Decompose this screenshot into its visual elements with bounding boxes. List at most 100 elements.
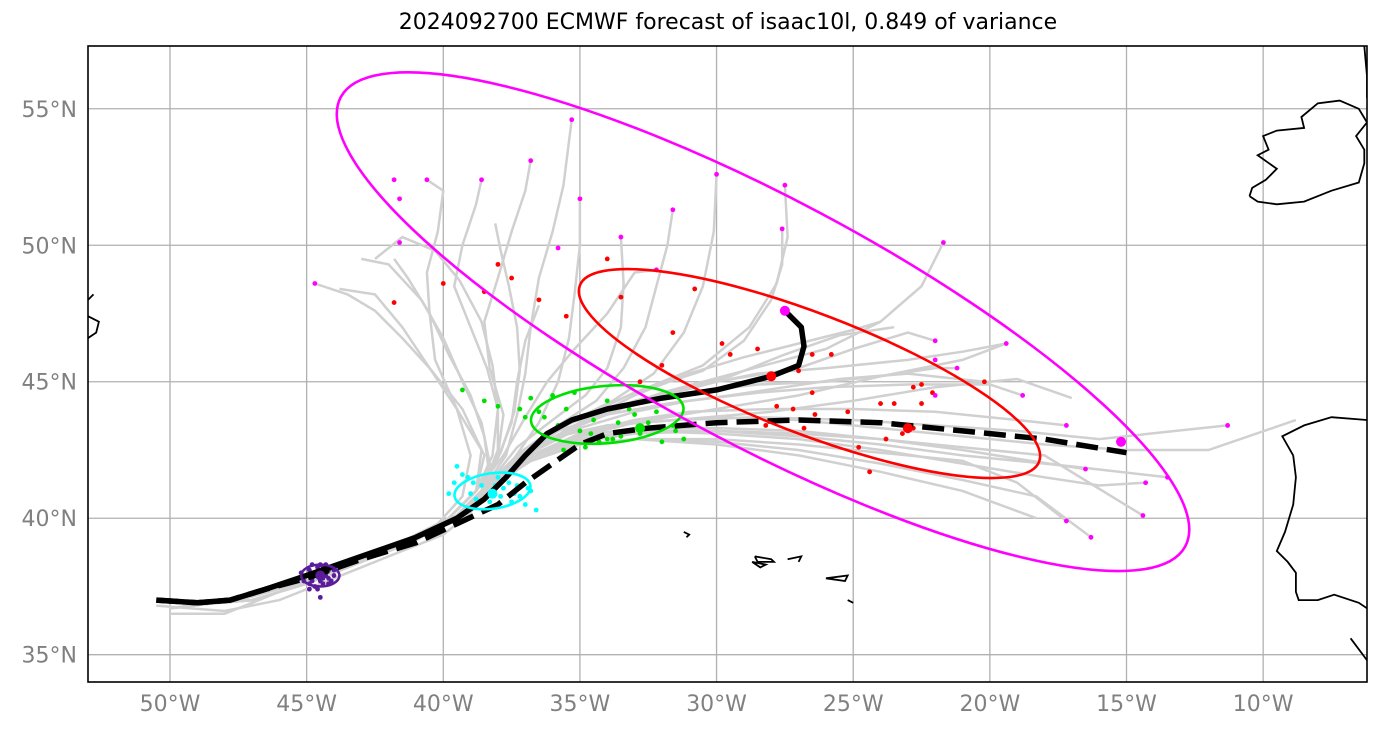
ensemble-track bbox=[169, 223, 522, 610]
island-outline bbox=[753, 555, 777, 563]
member-position-t4 bbox=[796, 368, 801, 374]
member-position-t3 bbox=[632, 412, 637, 417]
member-position-t3 bbox=[541, 414, 547, 420]
member-position-t4 bbox=[910, 384, 916, 390]
ensemble-track bbox=[169, 429, 1146, 610]
member-position-t4 bbox=[809, 352, 815, 357]
member-position-t5 bbox=[391, 177, 397, 183]
member-position-t5 bbox=[1140, 513, 1146, 518]
deterministic-tracks bbox=[156, 308, 1127, 606]
member-position-t4 bbox=[878, 401, 883, 406]
member-position-t3 bbox=[588, 431, 594, 437]
member-position-t4 bbox=[891, 401, 897, 406]
lon-tick-label: 15°W bbox=[1096, 692, 1157, 717]
member-position-t5 bbox=[618, 234, 624, 240]
member-position-t3 bbox=[615, 420, 621, 426]
lon-tick-label: 35°W bbox=[550, 692, 611, 717]
member-position-t4 bbox=[755, 346, 760, 352]
island-outline bbox=[683, 531, 691, 538]
member-position-t3 bbox=[591, 417, 596, 423]
member-position-t3 bbox=[654, 409, 659, 415]
member-position-t2 bbox=[468, 491, 474, 497]
ensemble-track bbox=[183, 160, 532, 607]
member-position-t1 bbox=[317, 594, 323, 600]
member-position-t2 bbox=[479, 483, 484, 488]
member-position-t3 bbox=[610, 436, 616, 442]
ensemble-track bbox=[169, 287, 483, 610]
member-position-t5 bbox=[424, 177, 430, 183]
mean-position-marker bbox=[487, 488, 498, 499]
member-position-t5 bbox=[1063, 423, 1069, 428]
mean-position-marker bbox=[766, 371, 777, 382]
ensemble-track bbox=[169, 429, 1144, 610]
mean-position-marker bbox=[315, 570, 326, 581]
coastline bbox=[88, 293, 95, 301]
lon-tick-label: 20°W bbox=[959, 692, 1020, 717]
member-position-t5 bbox=[670, 207, 676, 213]
uncertainty-ellipse bbox=[299, 563, 341, 588]
uncertainty-ellipse bbox=[529, 383, 685, 446]
member-position-t4 bbox=[867, 469, 873, 475]
member-position-t4 bbox=[763, 423, 769, 428]
member-position-t4 bbox=[900, 431, 905, 437]
coastline bbox=[1248, 99, 1367, 206]
member-position-t3 bbox=[604, 398, 610, 404]
member-position-t4 bbox=[801, 425, 807, 431]
mean-position-marker bbox=[902, 423, 913, 434]
member-position-t4 bbox=[391, 300, 397, 305]
coastline bbox=[1281, 416, 1367, 456]
member-position-t4 bbox=[659, 362, 665, 368]
uncertainty-ellipse bbox=[453, 471, 532, 511]
member-position-t3 bbox=[522, 414, 528, 420]
member-position-t3 bbox=[626, 406, 632, 412]
uncertainty-ellipses bbox=[299, 71, 1191, 588]
member-position-t2 bbox=[522, 502, 528, 507]
lon-tick-label: 45°W bbox=[276, 692, 337, 717]
uncertainty-ellipse bbox=[335, 71, 1191, 573]
mean-position-marker bbox=[779, 305, 790, 316]
member-position-t4 bbox=[509, 275, 515, 281]
member-position-t4 bbox=[774, 403, 780, 409]
member-position-t5 bbox=[397, 240, 402, 245]
member-position-t4 bbox=[919, 401, 924, 406]
member-position-t5 bbox=[569, 117, 575, 123]
island-outline bbox=[847, 599, 854, 604]
lon-tick-label: 10°W bbox=[1233, 692, 1294, 717]
member-position-t3 bbox=[673, 428, 678, 434]
lon-tick-label: 25°W bbox=[823, 692, 884, 717]
member-position-t5 bbox=[312, 281, 318, 286]
member-position-t5 bbox=[1003, 341, 1009, 346]
ensemble-track bbox=[169, 366, 958, 610]
member-position-t5 bbox=[932, 357, 938, 363]
ensemble-tracks bbox=[156, 119, 1297, 616]
mean-positions bbox=[315, 305, 1127, 581]
member-position-t5 bbox=[528, 158, 534, 164]
ensemble-track bbox=[156, 258, 491, 613]
member-position-t5 bbox=[932, 392, 938, 398]
member-position-t5 bbox=[932, 338, 938, 344]
member-position-t4 bbox=[692, 286, 698, 292]
member-position-t3 bbox=[645, 420, 651, 426]
island-outline bbox=[825, 574, 850, 582]
member-position-t5 bbox=[479, 177, 484, 183]
lat-tick-label: 50°N bbox=[22, 234, 77, 259]
member-position-t2 bbox=[470, 480, 476, 486]
member-position-t4 bbox=[563, 313, 569, 319]
member-position-t5 bbox=[1143, 480, 1149, 486]
uncertainty-ellipse bbox=[577, 267, 1042, 480]
member-position-t4 bbox=[828, 352, 834, 357]
member-position-t4 bbox=[618, 294, 624, 300]
member-position-t4 bbox=[604, 256, 610, 262]
member-position-t3 bbox=[536, 409, 542, 415]
member-position-t4 bbox=[440, 281, 446, 286]
member-position-t2 bbox=[517, 493, 523, 499]
coastlines bbox=[88, 46, 1367, 661]
axis-ticks: 50°W 45°W 40°W 35°W 30°W 25°W 20°W 15°W 10°W 55°N… bbox=[22, 98, 1294, 717]
ensemble-track bbox=[183, 174, 718, 607]
member-position-t1 bbox=[315, 586, 320, 592]
mean-track-dashed bbox=[156, 417, 1127, 606]
mean-position-marker bbox=[635, 423, 646, 434]
coastline bbox=[1275, 455, 1367, 610]
member-position-t1 bbox=[326, 575, 331, 581]
